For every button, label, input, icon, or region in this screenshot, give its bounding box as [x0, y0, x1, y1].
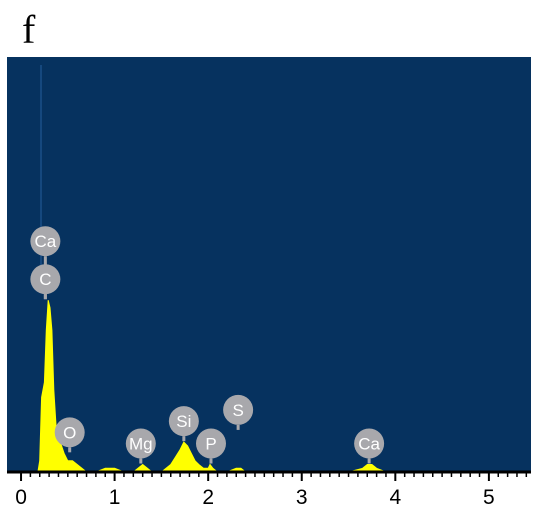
- peak-label-text: Ca: [34, 232, 56, 251]
- peak-label-si: Si: [168, 406, 199, 442]
- peak-label-text: C: [39, 270, 51, 289]
- peak-label-circle: [195, 428, 226, 459]
- peak-label-mg: Mg: [125, 428, 156, 464]
- x-tick-label: 1: [109, 486, 121, 509]
- x-tick-label: 5: [483, 486, 495, 509]
- peak-label-s: S: [223, 394, 254, 430]
- x-tick-label: 3: [296, 486, 308, 509]
- peak-label-circle: [54, 417, 85, 448]
- peak-label-circle: [125, 428, 156, 459]
- peak-label-circle: [223, 394, 254, 425]
- x-tick-label: 0: [15, 486, 27, 509]
- peak-label-circle: [168, 406, 199, 437]
- peak-label-circle: [354, 428, 385, 459]
- peak-label-circle: [30, 226, 61, 257]
- peak-label-text: Mg: [129, 435, 153, 454]
- peak-label-circle: [30, 264, 61, 295]
- panel-label: f: [22, 7, 36, 52]
- peak-label-text: Si: [176, 412, 191, 431]
- x-tick-label: 2: [202, 486, 214, 509]
- peak-label-p: P: [195, 428, 226, 464]
- peak-label-text: S: [232, 401, 243, 420]
- peak-label-text: O: [63, 423, 76, 442]
- x-axis: 0 1 2 3 4 5: [7, 470, 531, 509]
- peak-label-c: C: [30, 264, 61, 300]
- plot-background: [7, 57, 531, 472]
- peak-label-o: O: [54, 417, 85, 453]
- peak-label-text: Ca: [358, 435, 380, 454]
- peak-labels: Ca C O Mg Si PS Ca: [30, 226, 385, 464]
- x-tick-label: 4: [389, 486, 401, 509]
- peak-label-ca: Ca: [354, 428, 385, 464]
- peak-label-text: P: [205, 435, 216, 454]
